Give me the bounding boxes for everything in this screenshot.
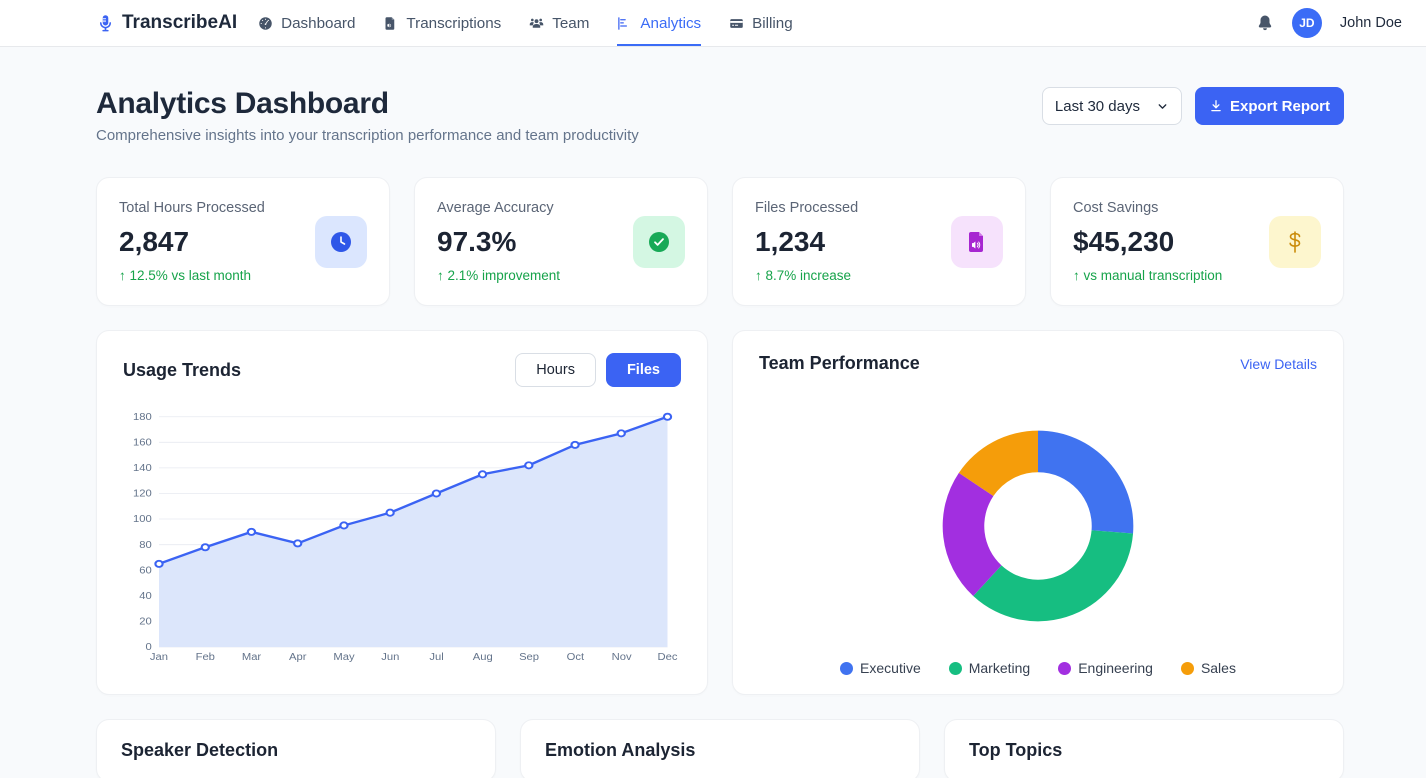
svg-text:Sep: Sep [519,653,539,663]
svg-text:0: 0 [146,643,152,653]
svg-text:80: 80 [139,540,152,550]
svg-text:Jul: Jul [429,653,443,663]
svg-text:Nov: Nov [612,653,633,663]
svg-text:Apr: Apr [289,653,307,663]
svg-text:140: 140 [133,464,152,474]
svg-text:160: 160 [133,438,152,448]
svg-text:Feb: Feb [196,653,216,663]
svg-text:180: 180 [133,412,152,422]
svg-text:100: 100 [133,515,152,525]
svg-text:Jun: Jun [381,653,399,663]
svg-text:20: 20 [139,617,152,627]
svg-text:120: 120 [133,489,152,499]
svg-text:Oct: Oct [567,653,585,663]
svg-text:60: 60 [139,566,152,576]
svg-text:Dec: Dec [658,653,678,663]
svg-text:Aug: Aug [473,653,493,663]
svg-text:Mar: Mar [242,653,262,663]
svg-text:May: May [333,653,355,663]
svg-text:Jan: Jan [150,653,168,663]
svg-text:40: 40 [139,592,152,602]
